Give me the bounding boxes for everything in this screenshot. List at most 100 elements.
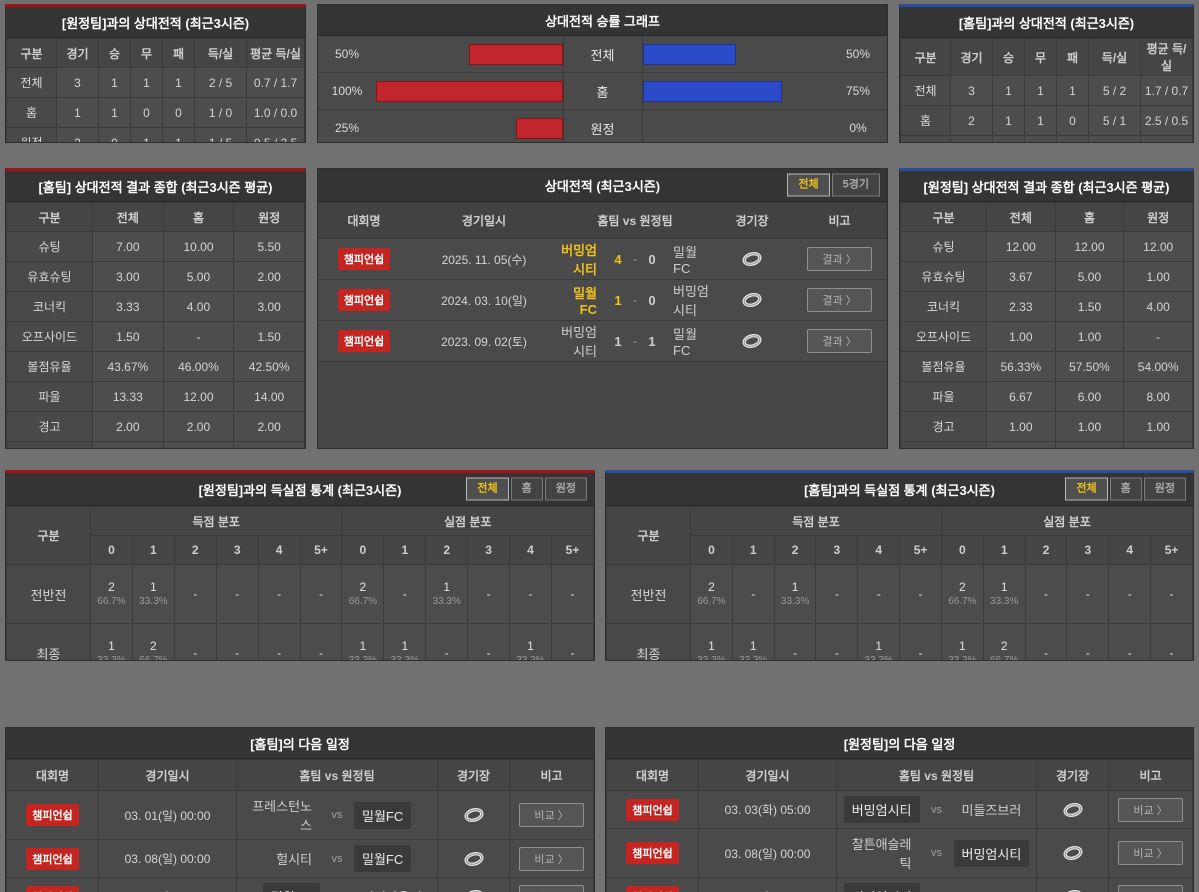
tab-total[interactable]: 전체 — [466, 477, 509, 501]
league-badge: 챔피언쉽 — [26, 885, 79, 892]
panel-title: [원정팀] 상대전적 결과 종합 (최근3시즌 평균) — [923, 179, 1170, 195]
compare-button[interactable]: 비교 〉 — [1118, 884, 1183, 892]
panel-title: [홈팀]과의 득실점 통계 (최근3시즌) — [804, 482, 995, 498]
cell: 0.00 — [162, 441, 235, 448]
match-row: 챔피언쉽 2025. 11. 05(수) 버밍엄시티 4 - 0 밀월FC — [318, 238, 887, 280]
cell: 12.00 — [1123, 231, 1193, 262]
cell: 0.5 / 2.5 — [246, 127, 305, 142]
tab-home[interactable]: 홈 — [1109, 477, 1142, 501]
cell: 1 — [992, 105, 1025, 136]
panel-record-vs-hometeam: [홈팀]과의 상대전적 (최근3시즌) 구분 경기 승 무 패 득/실 평균 득… — [899, 4, 1194, 143]
table-row: 유효슈팅 3.00 5.00 2.00 — [6, 261, 305, 292]
cell: 0.00 — [92, 441, 164, 448]
cell: 0.7 / 1.7 — [246, 67, 305, 98]
cell: 57.50% — [1054, 351, 1125, 382]
table-row: 전반전 2 66.7% - 1 33.3% - - - 2 66.7% 1 33.3% … — [606, 564, 1193, 624]
matchup-cell: 밀월FC vs 더비카운티 — [236, 877, 438, 892]
compare-button[interactable]: 비교 〉 — [1118, 797, 1183, 822]
result-button[interactable]: 결과 〉 — [807, 288, 872, 312]
tab-away[interactable]: 원정 — [544, 477, 587, 501]
compare-button[interactable]: 비교 〉 — [519, 846, 584, 871]
cell: 2 66.7% — [690, 564, 733, 624]
matchup-cell: 버밍엄시티 vs QPR — [836, 877, 1037, 892]
league-cell: 챔피언쉽 — [6, 877, 99, 892]
header-cell: 경기일시 — [410, 202, 558, 239]
cell: - — [899, 564, 942, 624]
league-cell: 챔피언쉽 — [606, 790, 699, 829]
table-header-row: 구분 경기 승 무 패 득/실 평균 득/실 — [900, 38, 1193, 76]
cell: - — [509, 564, 552, 624]
stadium-icon[interactable] — [463, 807, 485, 823]
cell: 43.67% — [92, 351, 164, 382]
stadium-cell — [712, 238, 792, 280]
away-winrate-bar — [642, 43, 736, 65]
header-cell: 홈팀 vs 원정팀 — [558, 202, 712, 239]
table-row: 코너킥 3.33 4.00 3.00 — [6, 291, 305, 322]
table-row: 파울 6.67 6.00 8.00 — [900, 381, 1193, 412]
home-team-name: 버밍엄시티 — [838, 796, 920, 823]
header-cell: 대회명 — [6, 759, 99, 791]
summary-table: 구분 전체 홈 원정 슈팅 12.00 12.00 12.00 유효슈팅 3.67 5.0… — [900, 202, 1193, 448]
stadium-icon[interactable] — [1062, 889, 1084, 892]
stadium-icon[interactable] — [741, 292, 763, 308]
compare-button[interactable]: 비교 〉 — [519, 803, 584, 827]
cell: 1 33.3% — [131, 564, 175, 624]
schedule-row: 챔피언쉽 03. 01(일) 00:00 프레스턴노스 vs 밀월FC 비교 〉 — [6, 790, 594, 840]
header-cell: 원정 — [233, 202, 305, 232]
header-cell: 0 — [341, 535, 385, 565]
note-cell: 비교 〉 — [1108, 828, 1193, 878]
cell: 0.00 — [1054, 441, 1125, 448]
vs-label: vs — [931, 847, 942, 859]
table-row: 파울 13.33 12.00 14.00 — [6, 381, 305, 412]
tab-total[interactable]: 전체 — [1065, 477, 1108, 501]
league-badge: 챔피언쉽 — [626, 885, 679, 892]
cell: 0.00 — [986, 441, 1056, 448]
row-label: 경고 — [6, 411, 93, 442]
compare-button[interactable]: 비교 〉 — [519, 884, 584, 892]
tab-5games[interactable]: 5경기 — [831, 173, 880, 197]
row-label: 최종 — [606, 623, 691, 660]
header-cell: 4 — [1108, 535, 1152, 565]
stadium-cell — [437, 790, 510, 840]
cell: 1 — [950, 135, 993, 142]
tab-home[interactable]: 홈 — [510, 477, 543, 501]
stadium-icon[interactable] — [741, 251, 763, 267]
header-cell: 전체 — [986, 202, 1056, 232]
home-team-name: 프레스턴노스 — [252, 799, 312, 833]
league-badge: 챔피언쉽 — [626, 842, 679, 864]
league-cell: 챔피언쉽 — [606, 877, 699, 892]
chart-category-label: 원정 — [564, 110, 643, 142]
tab-group: 전체 홈 원정 — [1065, 477, 1186, 501]
cell: - — [815, 623, 859, 660]
panel-title: [원정팀]의 다음 일정 — [843, 736, 956, 752]
stadium-icon[interactable] — [1062, 845, 1084, 861]
home-team-name: 버밍엄시티 — [561, 243, 597, 277]
panel-header: [원정팀]과의 득실점 통계 (최근3시즌) 전체 홈 원정 — [6, 473, 594, 506]
away-team-name: 밀월FC — [673, 327, 697, 358]
row-label: 볼점유율 — [6, 351, 93, 382]
stadium-icon[interactable] — [1062, 802, 1084, 818]
stadium-icon[interactable] — [741, 333, 763, 349]
table-row: 전체 3 1 1 1 2 / 5 0.7 / 1.7 — [6, 67, 305, 98]
compare-button[interactable]: 비교 〉 — [1118, 841, 1183, 865]
panel-awayteam-schedule: [원정팀]의 다음 일정 대회명 경기일시 홈팀 vs 원정팀 경기장 비고 챔… — [605, 727, 1194, 892]
stadium-icon[interactable] — [463, 851, 485, 867]
header-cell: 평균 득/실 — [246, 38, 305, 68]
header-cell: 2 — [773, 535, 817, 565]
cell: 2 66.7% — [131, 623, 175, 660]
table-row: 슈팅 7.00 10.00 5.50 — [6, 231, 305, 262]
schedule-row: 챔피언쉽 03. 11(수) 04:45 밀월FC vs 더비카운티 비교 〉 — [6, 877, 594, 892]
header-cell: 경기 — [56, 38, 99, 68]
tab-total[interactable]: 전체 — [787, 173, 830, 197]
row-label: 슈팅 — [900, 231, 987, 262]
cell: 2.00 — [92, 411, 164, 442]
tab-away[interactable]: 원정 — [1143, 477, 1186, 501]
league-badge: 챔피언쉽 — [626, 798, 679, 821]
result-button[interactable]: 결과 〉 — [807, 329, 872, 353]
result-button[interactable]: 결과 〉 — [807, 247, 872, 271]
away-team-name: QPR — [954, 885, 1036, 892]
cell: 1.00 — [986, 321, 1056, 352]
home-team-name: 찰튼애슬레틱 — [851, 837, 912, 871]
home-score: 1 — [614, 333, 622, 349]
stadium-icon[interactable] — [463, 889, 485, 892]
